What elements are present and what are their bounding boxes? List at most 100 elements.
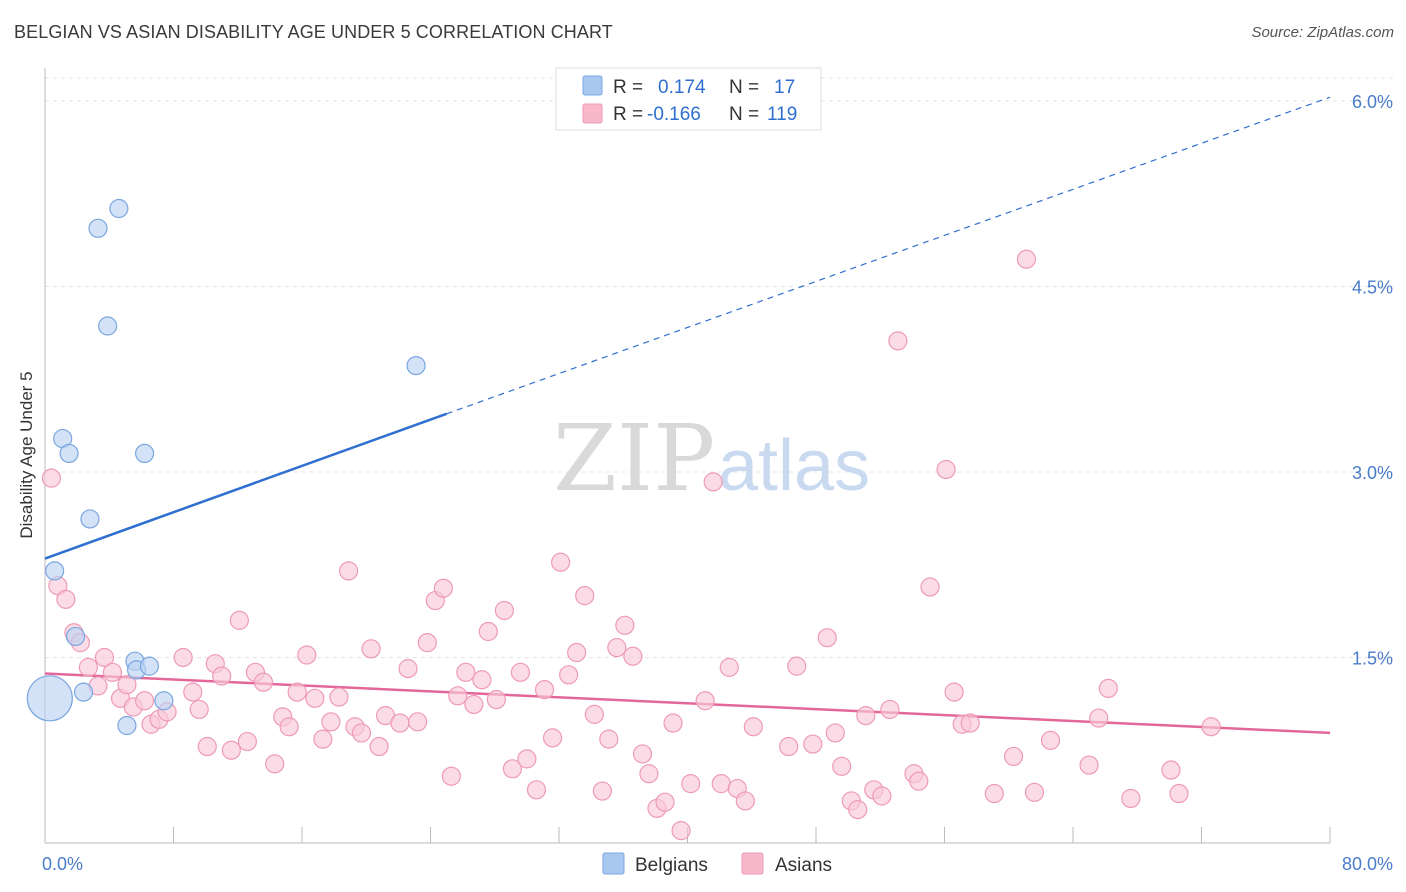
point-asians-108 <box>1016 249 1037 269</box>
point-asians-8 <box>102 662 123 682</box>
point-asians-56 <box>502 759 523 779</box>
bottom-legend-label-belgians: Belgians <box>635 855 708 876</box>
point-belgians-13 <box>134 443 155 464</box>
bottom-legend: Belgians Asians <box>602 852 832 876</box>
point-asians-101 <box>920 577 940 597</box>
point-asians-27 <box>265 754 285 774</box>
legend-n-label-asians: N = <box>729 104 759 125</box>
point-asians-47 <box>433 578 453 598</box>
y-tick-label-1: 3.0% <box>1352 463 1393 483</box>
point-asians-89 <box>817 628 837 648</box>
point-asians-69 <box>607 637 627 658</box>
point-asians-59 <box>526 780 547 800</box>
point-asians-32 <box>305 688 325 708</box>
point-asians-96 <box>872 786 892 806</box>
point-asians-98 <box>888 331 908 351</box>
point-asians-68 <box>599 729 619 749</box>
point-belgians-14 <box>139 656 160 676</box>
point-asians-45 <box>417 633 437 653</box>
point-belgians-9 <box>109 198 129 219</box>
bottom-legend-swatch-belgians <box>602 852 625 875</box>
grid-lines <box>45 77 1395 658</box>
point-asians-35 <box>329 687 349 707</box>
point-asians-61 <box>542 728 563 748</box>
point-asians-23 <box>229 610 249 630</box>
point-asians-48 <box>441 766 461 786</box>
source-credit: Source: ZipAtlas.com <box>1251 24 1394 41</box>
point-asians-86 <box>779 736 799 757</box>
point-asians-54 <box>486 689 506 710</box>
point-asians-110 <box>1040 730 1061 750</box>
legend-n-value-belgians: 17 <box>774 77 795 98</box>
point-asians-115 <box>1161 760 1181 780</box>
point-asians-0 <box>41 468 62 488</box>
point-asians-12 <box>134 691 155 711</box>
point-asians-63 <box>559 665 579 685</box>
point-belgians-10 <box>117 715 137 736</box>
point-asians-75 <box>655 792 675 812</box>
axes <box>44 68 1331 844</box>
point-asians-5 <box>78 657 98 677</box>
point-asians-112 <box>1089 708 1109 728</box>
bottom-legend-label-asians: Asians <box>775 855 832 876</box>
point-belgians-0 <box>26 675 73 722</box>
point-belgians-6 <box>80 509 100 529</box>
point-asians-107 <box>1003 746 1024 767</box>
point-asians-77 <box>671 821 691 841</box>
point-belgians-15 <box>154 691 174 711</box>
point-asians-57 <box>510 662 531 682</box>
legend-r-label-asians: R = <box>613 104 643 125</box>
legend-r-label-belgians: R = <box>613 77 643 98</box>
legend-swatch-asians <box>582 103 603 124</box>
legend-box: R = 0.174 N = 17 R = -0.166 N = 119 <box>555 67 822 131</box>
point-asians-39 <box>361 639 381 659</box>
point-asians-18 <box>189 699 209 720</box>
point-asians-103 <box>944 682 964 702</box>
trend-line-belgians-extended <box>446 96 1331 415</box>
point-asians-109 <box>1024 782 1045 802</box>
point-asians-117 <box>1201 717 1221 737</box>
point-asians-102 <box>936 459 956 480</box>
point-asians-58 <box>517 749 537 769</box>
point-asians-7 <box>94 647 115 668</box>
y-tick-label-0: 1.5% <box>1352 648 1393 668</box>
point-asians-70 <box>615 615 635 635</box>
point-belgians-4 <box>65 626 86 647</box>
point-asians-17 <box>183 682 203 702</box>
point-asians-93 <box>848 800 868 820</box>
point-asians-113 <box>1098 678 1118 699</box>
point-asians-50 <box>456 662 476 682</box>
point-asians-64 <box>567 642 587 663</box>
bottom-legend-swatch-asians <box>741 852 764 875</box>
point-belgians-8 <box>98 316 118 336</box>
legend-n-value-asians: 119 <box>767 104 797 125</box>
point-asians-82 <box>719 657 739 677</box>
point-asians-26 <box>253 672 274 692</box>
trend-line-asians <box>44 672 1331 735</box>
point-asians-31 <box>297 645 317 665</box>
point-asians-44 <box>408 712 428 732</box>
legend-r-value-belgians: 0.174 <box>658 77 706 98</box>
watermark-zip: ZIP <box>553 405 715 512</box>
point-asians-30 <box>287 682 307 702</box>
point-asians-71 <box>623 646 643 666</box>
point-belgians-7 <box>88 218 108 238</box>
point-asians-65 <box>575 586 595 606</box>
legend-n-label-belgians: N = <box>729 77 759 98</box>
point-belgians-3 <box>59 443 79 464</box>
trend-line-belgians <box>44 412 447 560</box>
point-asians-88 <box>803 734 823 754</box>
point-asians-52 <box>472 670 492 690</box>
legend-r-value-asians: -0.166 <box>647 104 701 125</box>
point-belgians-1 <box>45 561 65 581</box>
point-asians-85 <box>743 717 763 737</box>
point-asians-24 <box>237 731 257 752</box>
point-asians-116 <box>1169 783 1189 804</box>
x-tick-label-min: 0.0% <box>42 854 83 874</box>
point-asians-53 <box>478 621 498 642</box>
point-belgians-16 <box>406 355 426 376</box>
x-tick-label-max: 80.0% <box>1342 854 1393 874</box>
point-asians-114 <box>1121 788 1141 809</box>
point-asians-90 <box>825 723 845 743</box>
